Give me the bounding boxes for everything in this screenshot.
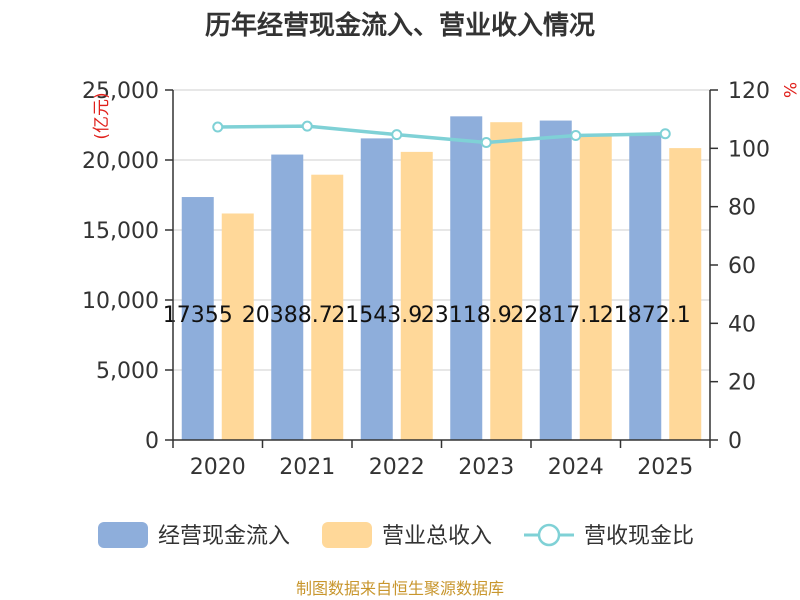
bar-revenue [579,134,612,440]
chart-title: 历年经营现金流入、营业收入情况 [205,10,595,41]
legend-swatch-cash-inflow [98,522,148,548]
right-tick-label: 40 [728,312,756,337]
left-tick-label: 0 [145,429,159,454]
bar-revenue [490,122,523,440]
bar-cash-inflow [271,154,304,440]
x-tick-label: 2020 [190,455,246,480]
x-tick-label: 2025 [637,455,693,480]
bar-cash-inflow [450,116,483,441]
ratio-point [391,129,403,141]
left-axis-unit: (亿元) [92,92,112,139]
x-tick-label: 2024 [548,455,604,480]
left-tick-label: 20,000 [82,149,159,174]
ratio-line [212,120,671,148]
ratio-line-path [217,124,666,145]
right-tick-label: 80 [728,196,756,221]
legend-label-cash-inflow: 经营现金流入 [158,524,290,549]
source-note: 制图数据来自恒生聚源数据库 [296,579,504,598]
x-tick-label: 2021 [279,455,335,480]
left-tick-label: 5,000 [96,359,159,384]
gridlines [173,89,710,371]
ratio-point [659,128,671,140]
x-tick-label: 2022 [369,455,425,480]
left-tick-label: 10,000 [82,289,159,314]
x-tick-label: 2023 [458,455,514,480]
right-tick-label: 100 [728,137,770,162]
right-tick-label: 120 [728,79,770,104]
bar-cash-inflow [539,120,572,440]
bar-revenue [311,174,344,440]
bar-revenue [669,148,702,440]
axes: 0 5,000 10,000 15,000 20,000 25,000 0 20 40 60 80 1… [82,79,770,480]
bars [181,116,702,441]
bar-cash-inflow [629,133,662,441]
data-label: 21543.9 [331,303,422,328]
right-tick-label: 60 [728,254,756,279]
ratio-point [480,137,492,148]
left-tick-label: 25,000 [82,79,159,104]
legend-swatch-revenue [322,522,372,548]
legend-marker-ratio [537,523,561,547]
data-label: 23118.9 [421,303,512,328]
right-axis-unit: % [779,82,799,98]
left-tick-label: 15,000 [82,219,159,244]
right-tick-label: 20 [728,371,756,396]
data-label: 17355 [163,303,233,328]
data-label: 22817.1 [510,303,601,328]
right-tick-label: 0 [728,429,742,454]
legend-label-revenue: 营业总收入 [382,524,492,549]
bar-cash-inflow [360,138,393,440]
data-label: 21872.1 [600,303,691,328]
ratio-point [212,121,224,133]
legend: 经营现金流入 营业总收入 营收现金比 [98,522,694,549]
bar-revenue [221,213,254,440]
bar-revenue [400,151,433,440]
bar-cash-inflow [181,197,214,440]
ratio-point [301,120,313,132]
ratio-point [570,130,582,141]
legend-label-ratio: 营收现金比 [584,524,694,549]
data-label: 20388.7 [242,303,333,328]
